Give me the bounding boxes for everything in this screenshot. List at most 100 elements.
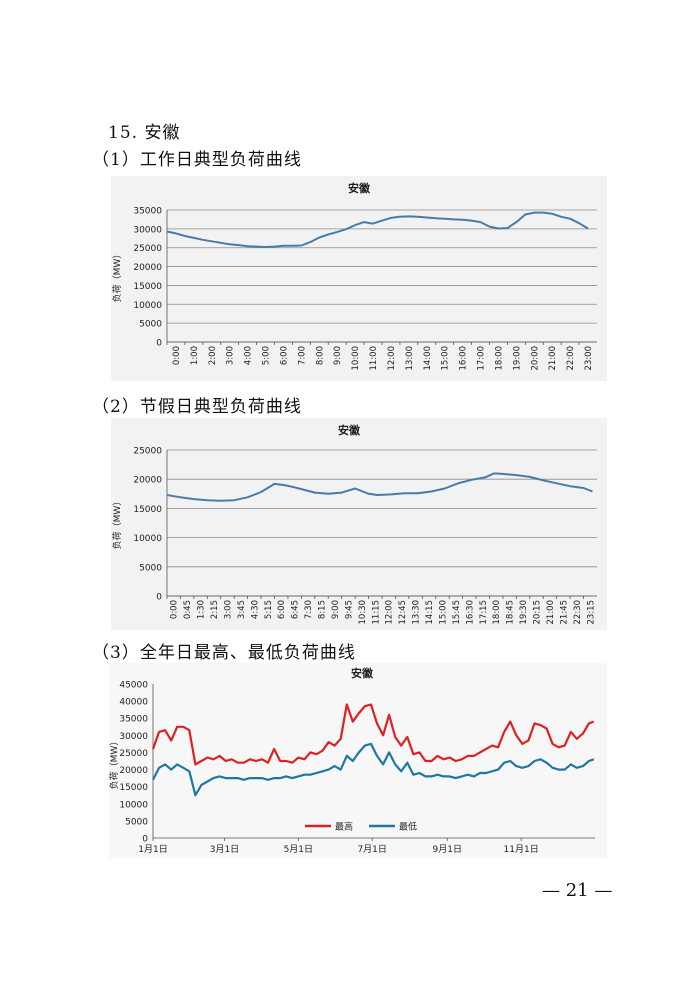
x-tick-label: 22:00 [566, 346, 576, 371]
series-line-chart1 [166, 211, 589, 248]
chart-title: 安徽 [348, 181, 371, 195]
x-tick-label: 11:15 [371, 600, 381, 625]
x-tick-label: 7月1日 [357, 844, 386, 855]
x-tick-label: 21:45 [559, 600, 569, 625]
chart3-heading: （3）全年日最高、最低负荷曲线 [92, 643, 356, 663]
y-tick-label: 10000 [133, 301, 162, 311]
y-tick-label: 35000 [133, 207, 162, 217]
y-tick-label: 20000 [119, 766, 148, 776]
x-tick-label: 10:00 [351, 346, 361, 371]
x-tick-label: 8:15 [318, 600, 328, 619]
x-tick-label: 6:00 [279, 346, 289, 365]
x-tick-label: 3:45 [237, 600, 247, 619]
x-tick-label: 15:00 [441, 346, 451, 371]
chart1-heading: （1）工作日典型负荷曲线 [92, 150, 302, 170]
y-tick-label: 5000 [139, 563, 162, 573]
x-tick-label: 5:00 [262, 346, 272, 365]
x-tick-label: 23:00 [584, 346, 594, 371]
x-tick-label: 21:00 [548, 346, 558, 371]
y-tick-label: 5000 [125, 817, 148, 827]
y-tick-label: 0 [142, 835, 148, 845]
x-tick-label: 9:45 [344, 600, 354, 619]
x-tick-label: 9:00 [333, 346, 343, 365]
x-tick-label: 16:30 [465, 600, 475, 625]
y-tick-label: 5000 [139, 320, 162, 330]
chart2-heading: （2）节假日典型负荷曲线 [92, 397, 302, 417]
series-line-最高 [151, 703, 595, 766]
x-tick-label: 19:00 [512, 346, 522, 371]
y-tick-label: 35000 [119, 715, 148, 725]
x-tick-label: 1月1日 [138, 844, 167, 855]
x-tick-label: 10:30 [358, 600, 368, 625]
y-tick-label: 20000 [133, 476, 162, 486]
x-tick-label: 14:15 [425, 600, 435, 625]
annual-load-chart: 安徽 0 5000 10000 15000 20000 25000 30000 35000 400… [109, 666, 595, 855]
x-tick-label: 3:00 [223, 600, 233, 619]
y-tick-label: 15000 [133, 505, 162, 515]
chart1-panel: 安徽 0 5000 10000 15000 20000 25000 30000 35000 负荷（… [111, 176, 607, 381]
x-tick-label: 0:00 [170, 600, 180, 619]
y-axis-label: 负荷（MW） [111, 250, 123, 303]
x-tick-label: 15:00 [438, 600, 448, 625]
chart2-panel: 安徽 0 5000 10000 15000 20000 25000 负荷（MW） 0:00 0:4… [111, 418, 607, 630]
holiday-load-chart: 安徽 0 5000 10000 15000 20000 25000 负荷（MW） 0:00 0:4… [111, 423, 597, 625]
x-tick-label: 16:00 [459, 346, 469, 371]
x-tick-label: 5月1日 [284, 844, 313, 855]
x-tick-label: 4:00 [244, 346, 254, 365]
x-tick-label: 9:00 [331, 600, 341, 619]
x-tick-label: 9月1日 [433, 844, 462, 855]
x-tick-label: 7:00 [297, 346, 307, 365]
y-tick-label: 30000 [133, 225, 162, 235]
x-tick-label: 21:00 [546, 600, 556, 625]
x-tick-label: 2:15 [210, 600, 220, 619]
y-tick-label: 15000 [119, 783, 148, 793]
x-tick-label: 18:45 [506, 600, 516, 625]
x-tick-label: 11:00 [369, 346, 379, 371]
y-tick-label: 20000 [133, 263, 162, 273]
y-axis-label: 负荷（MW） [111, 497, 123, 550]
x-tick-label: 12:00 [387, 346, 397, 371]
x-tick-label: 11月1日 [504, 844, 539, 855]
y-tick-label: 10000 [119, 800, 148, 810]
x-tick-label: 13:00 [405, 346, 415, 371]
y-tick-label: 25000 [119, 749, 148, 759]
x-tick-label: 3月1日 [210, 844, 239, 855]
y-tick-label: 40000 [119, 698, 148, 708]
y-tick-label: 25000 [133, 447, 162, 457]
x-tick-label: 20:00 [530, 346, 540, 371]
section-title: 15. 安徽 [108, 123, 181, 143]
x-tick-label: 6:00 [277, 600, 287, 619]
chart-title: 安徽 [351, 666, 374, 680]
x-tick-label: 2:00 [208, 346, 218, 365]
legend-label: 最高 [335, 821, 353, 833]
x-tick-label: 0:00 [172, 346, 182, 365]
x-tick-label: 17:00 [477, 346, 487, 371]
y-tick-label: 10000 [133, 534, 162, 544]
x-tick-label: 18:00 [494, 346, 504, 371]
y-axis-label: 负荷（MW） [109, 737, 120, 790]
x-tick-label: 0:45 [183, 600, 193, 619]
x-tick-label: 12:45 [398, 600, 408, 625]
x-tick-label: 4:30 [250, 600, 260, 619]
y-tick-label: 45000 [119, 681, 148, 691]
chart-title: 安徽 [338, 423, 361, 437]
chart3-panel: 安徽 0 5000 10000 15000 20000 25000 30000 35000 400… [109, 663, 607, 858]
y-tick-label: 30000 [119, 732, 148, 742]
x-tick-label: 19:30 [519, 600, 529, 625]
x-tick-label: 7:30 [304, 600, 314, 619]
y-tick-label: 0 [156, 593, 162, 603]
x-tick-label: 1:30 [197, 600, 207, 619]
x-tick-label: 23:15 [586, 600, 596, 625]
y-tick-label: 25000 [133, 244, 162, 254]
series-line-chart2 [166, 472, 593, 502]
x-tick-label: 5:15 [264, 600, 274, 619]
x-tick-label: 12:00 [385, 600, 395, 625]
y-tick-label: 15000 [133, 282, 162, 292]
x-tick-label: 20:15 [533, 600, 543, 625]
x-tick-label: 6:45 [291, 600, 301, 619]
x-tick-label: 1:00 [190, 346, 200, 365]
x-tick-label: 22:30 [573, 600, 583, 625]
x-tick-label: 15:45 [452, 600, 462, 625]
x-tick-label: 14:00 [423, 346, 433, 371]
y-tick-label: 0 [156, 339, 162, 349]
